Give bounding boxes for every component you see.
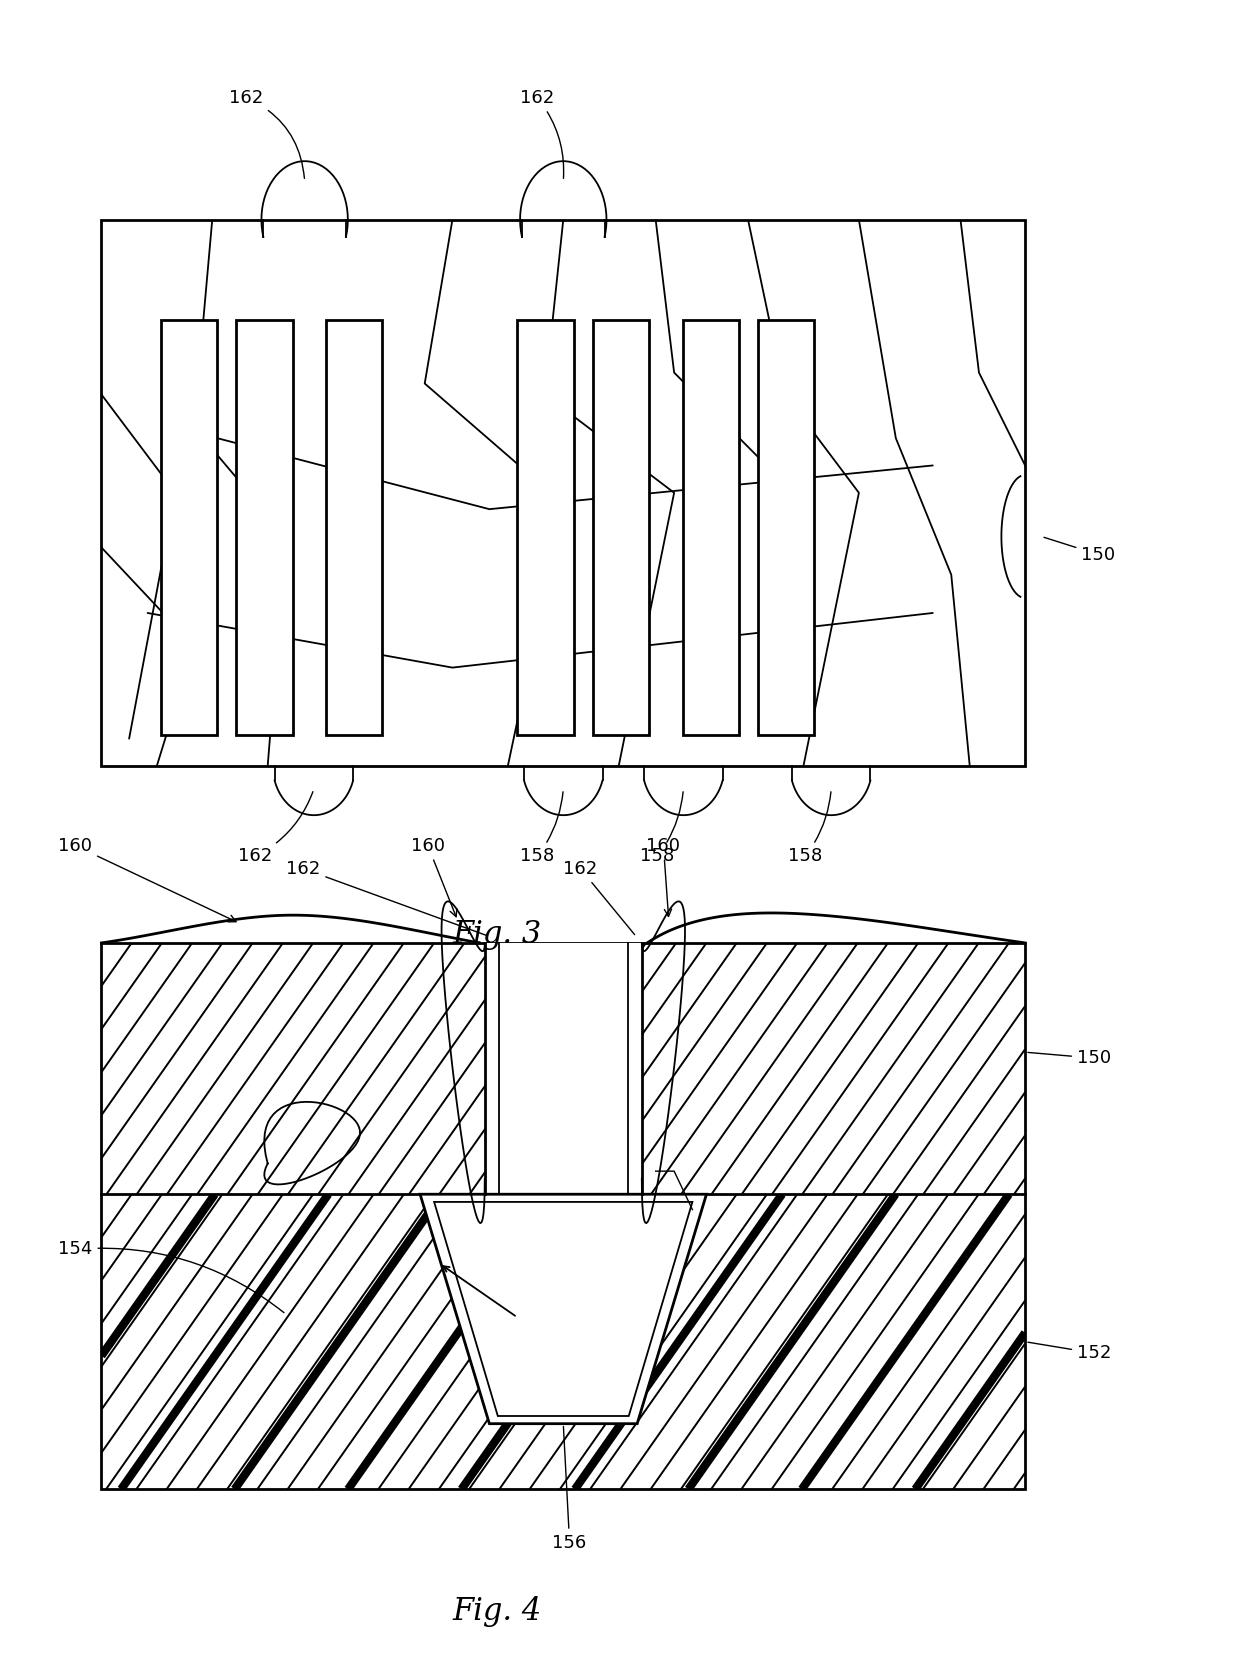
Text: 162: 162 xyxy=(229,89,304,179)
Polygon shape xyxy=(485,943,642,1195)
Polygon shape xyxy=(420,1195,707,1423)
Bar xyxy=(237,319,293,735)
Text: 158: 158 xyxy=(520,791,563,866)
Text: 150: 150 xyxy=(1028,1049,1111,1067)
Text: 162: 162 xyxy=(520,89,564,179)
Text: 154: 154 xyxy=(58,1240,284,1312)
Bar xyxy=(759,319,815,735)
Bar xyxy=(683,319,739,735)
Text: 152: 152 xyxy=(1028,1342,1111,1362)
Text: 150: 150 xyxy=(1044,538,1116,564)
Bar xyxy=(593,319,650,735)
Text: 160: 160 xyxy=(410,836,456,917)
Text: 162: 162 xyxy=(563,859,635,935)
Bar xyxy=(102,220,1025,766)
Text: 158: 158 xyxy=(640,791,683,866)
Text: Fig. 3: Fig. 3 xyxy=(453,919,542,950)
Bar xyxy=(102,943,1025,1490)
Text: Fig. 4: Fig. 4 xyxy=(453,1595,542,1627)
Bar xyxy=(326,319,382,735)
Bar xyxy=(517,319,574,735)
Text: 162: 162 xyxy=(238,791,312,866)
Text: 160: 160 xyxy=(646,836,681,917)
Text: 162: 162 xyxy=(286,859,487,935)
Text: 160: 160 xyxy=(58,836,236,922)
Text: 158: 158 xyxy=(787,791,831,866)
Bar xyxy=(161,319,217,735)
Text: 156: 156 xyxy=(553,1427,587,1552)
